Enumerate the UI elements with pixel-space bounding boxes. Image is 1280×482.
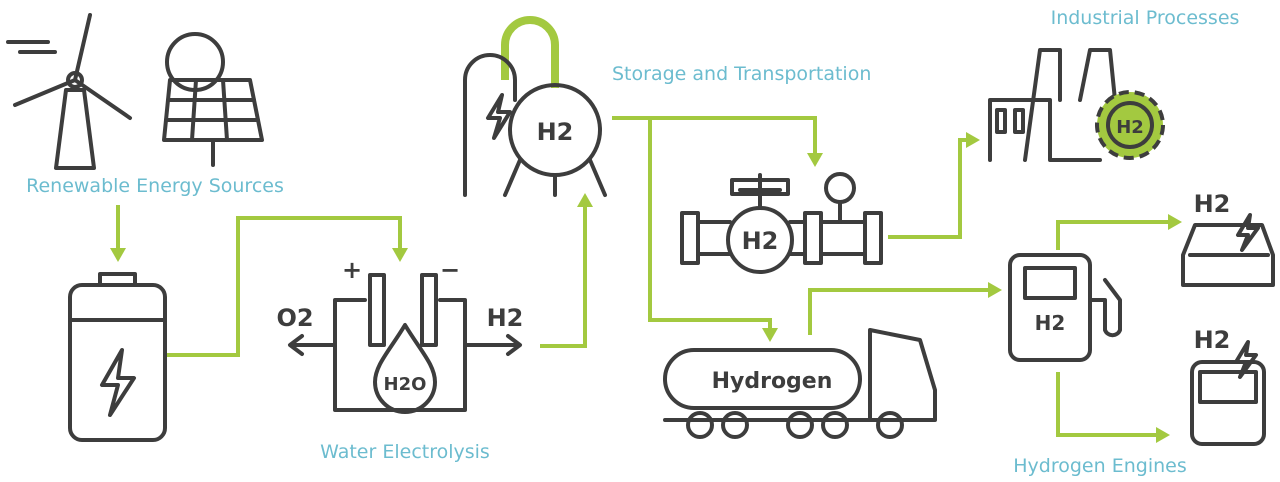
fuel-station [1008, 253, 1122, 362]
car-label: H2 [1194, 190, 1231, 218]
plus-sign: + [342, 256, 362, 284]
solar-panel [162, 32, 264, 167]
wind-turbine [6, 13, 132, 170]
storage-tank [463, 16, 607, 197]
truck [663, 328, 937, 439]
pipeline [680, 172, 883, 274]
car [1181, 213, 1275, 287]
factory-label: H2 [1116, 117, 1144, 138]
pipeline-label: H2 [742, 227, 779, 255]
bus-label: H2 [1194, 326, 1231, 354]
section-label: Water Electrolysis [320, 441, 490, 463]
battery [68, 272, 167, 442]
connectors [110, 116, 1182, 443]
hydrogen-label: H2 [487, 304, 524, 332]
water-label: H2O [384, 374, 427, 395]
section-label: Storage and Transportation [612, 63, 871, 85]
minus-sign: − [440, 256, 460, 284]
bus [1190, 340, 1266, 446]
section-label: Industrial Processes [1051, 7, 1240, 29]
electrolysis-cell [288, 273, 522, 414]
station-label: H2 [1035, 311, 1066, 335]
tank-label: H2 [537, 118, 574, 146]
factory [988, 48, 1165, 162]
section-label: Hydrogen Engines [1013, 455, 1186, 477]
truck-label: Hydrogen [712, 369, 833, 394]
oxygen-label: O2 [276, 304, 313, 332]
section-label: Renewable Energy Sources [26, 175, 284, 197]
